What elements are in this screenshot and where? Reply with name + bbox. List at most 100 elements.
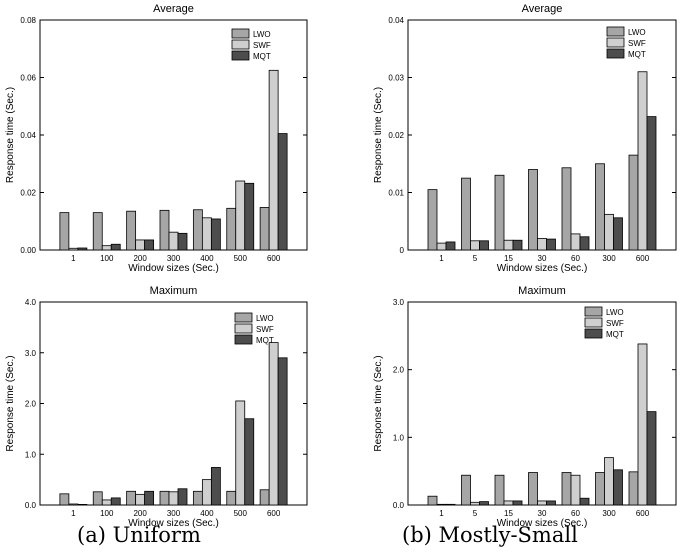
legend-label-lwo: LWO <box>256 314 274 323</box>
bar-mqt-60 <box>579 236 590 251</box>
legend-label-mqt: MQT <box>606 330 624 339</box>
y-tick-label: 3.0 <box>25 349 37 358</box>
bar-mqt-1 <box>445 503 456 506</box>
bar-mqt-400 <box>210 467 221 506</box>
bar-mqt-600 <box>277 133 288 251</box>
x-tick-label: 400 <box>200 254 214 263</box>
bar-lwo-1 <box>59 493 70 506</box>
bar-swf-500 <box>235 400 246 506</box>
y-tick-label: 0.0 <box>393 501 405 510</box>
x-tick-label: 60 <box>571 254 580 263</box>
bar-mqt-500 <box>244 182 255 251</box>
x-tick-label: 60 <box>571 509 580 518</box>
y-tick-label: 0.02 <box>388 131 404 140</box>
y-tick-label: 2.0 <box>393 366 405 375</box>
legend-swatch-swf <box>231 39 250 50</box>
legend-swatch-lwo <box>584 306 603 317</box>
chart-title: Average <box>153 3 194 15</box>
bar-lwo-30 <box>528 169 538 251</box>
bar-lwo-600 <box>628 471 639 506</box>
y-tick-label: 0.04 <box>20 131 36 140</box>
bar-mqt-300 <box>177 488 188 506</box>
bar-swf-500 <box>235 180 246 251</box>
bar-lwo-300 <box>159 490 170 506</box>
bar-swf-400 <box>201 217 212 251</box>
bar-lwo-200 <box>126 210 137 251</box>
bar-swf-300 <box>168 491 179 506</box>
y-tick-label: 4.0 <box>25 298 37 307</box>
bar-swf-300 <box>604 457 614 506</box>
x-tick-label: 300 <box>602 254 616 263</box>
legend-label-lwo: LWO <box>628 28 646 37</box>
y-tick-label: 0 <box>400 246 405 255</box>
bar-lwo-500 <box>226 207 237 251</box>
bar-lwo-100 <box>92 212 103 251</box>
bar-swf-200 <box>135 493 146 506</box>
bar-swf-100 <box>101 499 112 506</box>
bar-lwo-300 <box>595 163 605 251</box>
bar-mqt-400 <box>210 218 221 251</box>
legend-swatch-swf <box>234 323 253 334</box>
legend-label-mqt: MQT <box>628 50 646 59</box>
x-axis-label: Window sizes (Sec.) <box>128 518 219 529</box>
legend-swatch-mqt <box>584 328 603 339</box>
legend-swatch-swf <box>584 317 603 328</box>
bar-mqt-15 <box>512 239 523 251</box>
x-tick-label: 5 <box>473 509 478 518</box>
bar-lwo-1 <box>427 495 438 506</box>
x-tick-label: 100 <box>100 509 114 518</box>
bar-lwo-5 <box>461 474 471 506</box>
legend-swatch-mqt <box>606 48 625 59</box>
bar-mqt-5 <box>479 240 489 251</box>
x-tick-label: 400 <box>200 509 214 518</box>
bar-lwo-600 <box>259 207 270 251</box>
bar-swf-400 <box>201 479 212 506</box>
bar-mqt-1 <box>77 503 88 506</box>
y-axis-label: Response time (Sec.) <box>5 355 16 451</box>
chart-panel-4: Maximum 0.0 1.0 2.0 3.0 Response time (Sec.) 1… <box>373 285 677 529</box>
y-axis-label: Response time (Sec.) <box>5 87 16 183</box>
x-tick-label: 300 <box>602 509 616 518</box>
bar-mqt-15 <box>512 500 523 506</box>
y-tick-label: 0.02 <box>20 189 36 198</box>
caption-mostly-small: (b) Mostly-Small <box>402 523 578 547</box>
bar-mqt-600 <box>646 411 657 506</box>
bar-swf-600 <box>268 342 279 506</box>
bar-lwo-15 <box>494 174 505 251</box>
chart-title: Average <box>522 3 563 15</box>
x-tick-label: 300 <box>167 509 181 518</box>
x-tick-label: 1 <box>71 509 76 518</box>
bar-swf-30 <box>537 500 547 506</box>
bar-swf-1 <box>436 242 447 251</box>
bar-swf-1 <box>68 247 79 251</box>
y-tick-label: 0.01 <box>388 189 404 198</box>
bar-mqt-300 <box>613 217 623 251</box>
y-tick-label: 1.0 <box>25 450 37 459</box>
x-tick-label: 600 <box>267 254 281 263</box>
x-tick-label: 600 <box>636 509 650 518</box>
bar-mqt-5 <box>479 501 489 506</box>
bar-lwo-200 <box>126 490 137 506</box>
x-tick-label: 300 <box>167 254 181 263</box>
x-tick-label: 30 <box>538 509 547 518</box>
bar-swf-5 <box>470 501 480 506</box>
bar-lwo-30 <box>528 472 538 506</box>
legend-label-mqt: MQT <box>256 336 274 345</box>
y-tick-label: 0.04 <box>388 16 404 25</box>
x-tick-label: 1 <box>71 254 76 263</box>
legend-swatch-lwo <box>606 26 625 37</box>
bar-mqt-30 <box>546 500 556 506</box>
bar-mqt-60 <box>579 497 590 506</box>
legend-label-swf: SWF <box>606 319 624 328</box>
bar-swf-60 <box>570 474 581 506</box>
bar-lwo-15 <box>494 474 505 506</box>
legend-swatch-mqt <box>234 334 253 345</box>
bar-swf-300 <box>604 213 614 251</box>
legend-label-swf: SWF <box>253 41 271 50</box>
x-tick-label: 600 <box>636 254 650 263</box>
chart-panel-2: Average 0 0.01 0.02 0.03 0.04 Response time (S… <box>373 3 677 274</box>
y-tick-label: 1.0 <box>393 433 405 442</box>
bar-swf-600 <box>637 343 648 506</box>
bar-lwo-600 <box>628 154 639 251</box>
bar-mqt-30 <box>546 238 556 251</box>
